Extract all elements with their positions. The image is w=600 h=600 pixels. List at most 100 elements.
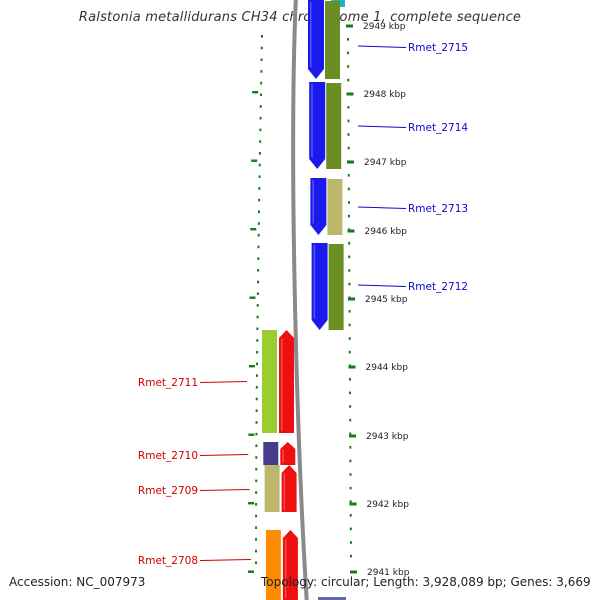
scale-dot bbox=[349, 446, 352, 449]
scale-major-tick bbox=[348, 297, 355, 301]
scale-tick-label: 2949 kbp bbox=[363, 22, 406, 32]
guide-dot bbox=[257, 233, 260, 237]
scale-major-tick bbox=[347, 160, 354, 164]
guide-dot bbox=[259, 140, 262, 143]
guide-dot bbox=[255, 491, 258, 494]
cds-arrow-forward bbox=[308, 0, 324, 79]
scale-dot bbox=[347, 187, 350, 191]
scale-dot bbox=[348, 310, 351, 313]
guide-dot bbox=[260, 81, 263, 85]
cds-arrow-forward bbox=[310, 178, 327, 235]
guide-dot bbox=[257, 269, 260, 272]
scale-dot bbox=[347, 146, 350, 150]
gene-label-reverse: Rmet_2710 bbox=[138, 450, 198, 462]
cog-bar bbox=[265, 530, 281, 600]
guide-dot bbox=[257, 280, 260, 284]
gene-leader-line bbox=[199, 489, 250, 491]
scale-dot bbox=[347, 65, 350, 68]
topology-text: Topology: circular; Length: 3,928,089 bp… bbox=[261, 575, 591, 589]
guide-major bbox=[250, 228, 257, 231]
scale-dot bbox=[348, 337, 351, 340]
scale-dot bbox=[349, 391, 352, 395]
scale-dot bbox=[347, 133, 350, 136]
guide-dot bbox=[258, 175, 261, 178]
scale-tick-label: 2941 kbp bbox=[367, 568, 410, 578]
guide-dot bbox=[258, 187, 261, 190]
guide-dot bbox=[255, 397, 258, 401]
cds-fragment-bottom bbox=[318, 597, 346, 600]
scale-dot bbox=[347, 106, 350, 109]
guide-major bbox=[248, 570, 255, 573]
guide-dot bbox=[255, 374, 258, 377]
guide-major bbox=[249, 296, 256, 299]
scale-dot bbox=[348, 269, 351, 272]
guide-dot bbox=[256, 292, 259, 295]
scale-dot bbox=[348, 282, 351, 286]
guide-dot bbox=[255, 444, 258, 448]
cds-highlight bbox=[284, 538, 287, 598]
scale-dot bbox=[349, 418, 352, 422]
scale-dot bbox=[348, 242, 351, 245]
guide-dot bbox=[257, 257, 260, 260]
gene-label-forward: Rmet_2712 bbox=[408, 281, 468, 293]
guide-dot bbox=[256, 304, 259, 307]
cds-arrow-forward bbox=[311, 243, 328, 330]
scale-major-tick bbox=[350, 570, 357, 574]
guide-dot bbox=[255, 503, 258, 506]
scale-dot bbox=[349, 432, 352, 435]
scale-dot bbox=[347, 174, 350, 177]
cog-bar bbox=[264, 465, 280, 512]
scale-dot bbox=[347, 201, 350, 204]
cog-bar bbox=[262, 330, 277, 433]
guide-dot bbox=[255, 514, 258, 518]
guide-dot bbox=[255, 421, 258, 424]
gene-leader-line bbox=[199, 381, 248, 383]
cog-bar bbox=[328, 244, 344, 330]
scale-major-tick bbox=[348, 365, 356, 369]
guide-major bbox=[252, 91, 259, 94]
guide-dot bbox=[255, 409, 258, 412]
scale-major-tick bbox=[349, 434, 356, 438]
gene-leader-line bbox=[357, 125, 407, 128]
scale-dot bbox=[348, 350, 351, 354]
cog-bar bbox=[263, 442, 279, 465]
guide-dot bbox=[257, 222, 260, 225]
guide-dot bbox=[255, 561, 258, 565]
gene-leader-line bbox=[357, 284, 407, 287]
guide-dot bbox=[255, 549, 258, 553]
scale-major-tick bbox=[349, 502, 357, 506]
guide-dot bbox=[256, 350, 259, 354]
cds-highlight bbox=[311, 84, 313, 158]
guide-dot bbox=[258, 163, 261, 167]
cog-bar bbox=[326, 83, 342, 169]
scale-tick-label: 2942 kbp bbox=[367, 500, 410, 510]
gene-label-reverse: Rmet_2708 bbox=[138, 555, 198, 567]
scale-dot bbox=[347, 38, 349, 41]
scale-track: 2949 kbp 2948 kbp 2947 kbp 2946 kbp 2945 kbp… bbox=[346, 22, 410, 578]
dotted-guide-left bbox=[248, 35, 263, 573]
scale-tick-label: 2943 kbp bbox=[366, 432, 409, 442]
cds-highlight bbox=[283, 473, 286, 510]
cds-arrow-reverse bbox=[279, 330, 294, 433]
cds-highlight bbox=[310, 2, 312, 68]
scale-dot bbox=[349, 500, 352, 503]
accession-text: Accession: NC_007973 bbox=[9, 575, 146, 589]
scale-dot bbox=[349, 405, 352, 408]
cds-arrow-reverse bbox=[281, 465, 297, 512]
cog-bar bbox=[327, 179, 343, 235]
scale-dot bbox=[349, 514, 352, 517]
guide-dot bbox=[258, 210, 261, 214]
scale-dot bbox=[349, 527, 352, 531]
scale-tick-label: 2946 kbp bbox=[365, 227, 408, 237]
guide-dot bbox=[259, 105, 262, 108]
gene-label-forward: Rmet_2713 bbox=[408, 203, 468, 215]
scale-major-tick bbox=[347, 229, 355, 233]
scale-dot bbox=[347, 119, 350, 123]
scale-dot bbox=[347, 51, 350, 55]
guide-dot bbox=[255, 467, 258, 471]
guide-dot bbox=[256, 362, 259, 366]
scale-tick-label: 2948 kbp bbox=[364, 90, 407, 100]
scale-dot bbox=[349, 473, 352, 476]
scale-dot bbox=[349, 541, 352, 544]
guide-dot bbox=[258, 152, 261, 155]
